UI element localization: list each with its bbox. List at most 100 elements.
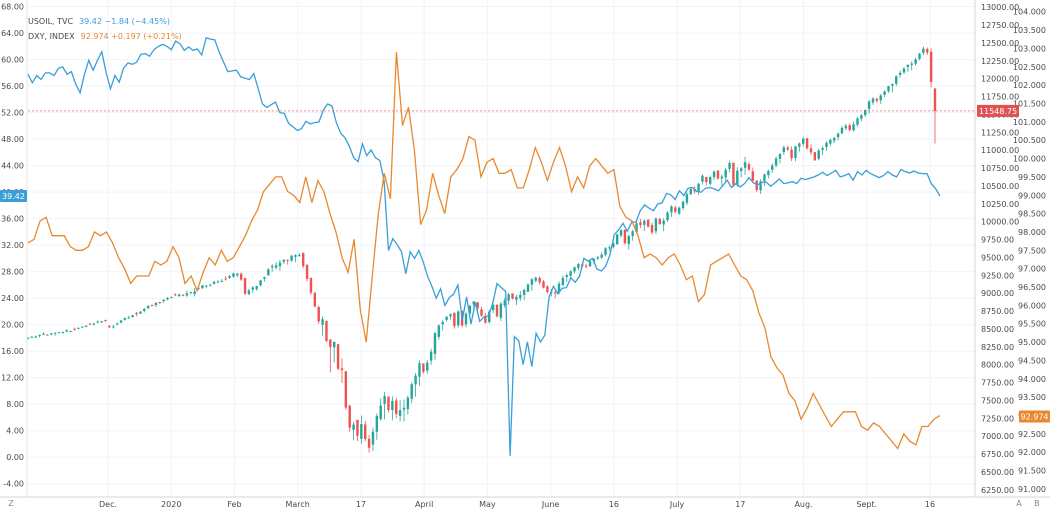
candle-body [705, 176, 708, 182]
nasdaq-tick-label: 11000.00 [981, 146, 1019, 155]
left-tick-label: 44.00 [1, 162, 24, 171]
candle-body [689, 189, 693, 195]
candle-body [848, 125, 851, 131]
candle-body [189, 291, 192, 293]
candle-body [573, 267, 576, 272]
dxy-tick-label: 98.000 [1018, 228, 1046, 237]
candle-body [251, 287, 255, 290]
candle-body [174, 294, 177, 296]
candle-body [759, 181, 762, 191]
candle-body [736, 170, 739, 185]
x-tick-label: Dec. [99, 500, 117, 509]
candle-body [344, 371, 348, 408]
candle-body [522, 289, 526, 295]
candle-body [608, 247, 611, 249]
badge-nasdaq [977, 104, 1019, 117]
candle-body [468, 305, 472, 314]
candle-body [34, 336, 37, 338]
candle-body [879, 95, 882, 101]
right-axis-scale-button[interactable]: B [1034, 499, 1040, 508]
candle-body [809, 148, 813, 153]
candle-body [69, 330, 72, 332]
legend-entry-dxy[interactable]: DXY, INDEX 92.974 +0.197 (+0.21%) [28, 29, 182, 44]
candle-body [534, 277, 537, 281]
candle-body [577, 264, 580, 268]
candle-body [445, 316, 448, 320]
candle-body [181, 294, 185, 296]
candle-body [383, 396, 386, 404]
candle-body [100, 321, 103, 323]
legend-entry-usoil[interactable]: USOIL, TVC 39.42 −1.84 (−4.45%) [28, 14, 182, 29]
dxy-tick-label: 103.500 [1013, 26, 1046, 35]
nasdaq-tick-label: 9750.00 [981, 236, 1014, 245]
candle-body [278, 262, 282, 267]
dxy-tick-label: 97.000 [1018, 265, 1046, 274]
candle-body [88, 323, 92, 325]
candle-body [108, 325, 111, 328]
candle-body [84, 325, 88, 327]
candle-body [829, 139, 832, 144]
grid-lines [28, 0, 975, 497]
candle-body [426, 362, 429, 371]
right-axis-dxy[interactable]: 104.000 103.500 103.000 102.500 102.000 101.5… [1013, 8, 1046, 494]
candle-body [321, 319, 324, 325]
auto-scale-button[interactable]: A [1016, 499, 1022, 508]
dxy-tick-label: 99.500 [1018, 173, 1046, 182]
candle-body [918, 53, 921, 59]
x-tick-label: 16 [925, 500, 935, 509]
dxy-tick-label: 104.000 [1013, 8, 1046, 17]
candle-body [646, 219, 650, 227]
candle-body [538, 277, 541, 283]
candle-body [902, 68, 906, 73]
candle-body [228, 276, 231, 278]
candle-body [104, 319, 107, 321]
candle-body [290, 255, 293, 261]
candle-body [236, 273, 239, 276]
legend-usoil-values: 39.42 −1.84 (−4.45%) [79, 17, 170, 26]
left-tick-label: 20.00 [1, 321, 24, 330]
candle-body [643, 220, 646, 225]
nasdaq-tick-label: 8250.00 [981, 343, 1014, 352]
right-axis-nasdaq[interactable]: 13000.00 12750.00 12500.00 12250.00 12000.00… [981, 3, 1019, 495]
candle-body [437, 325, 441, 337]
x-tick-label: 16 [609, 500, 619, 509]
candle-body [743, 162, 747, 168]
candle-body [433, 333, 437, 354]
candle-body [767, 171, 770, 176]
candle-body [891, 83, 894, 86]
dxy-tick-label: 98.500 [1018, 210, 1046, 219]
candle-body [553, 292, 557, 294]
candle-body [511, 293, 514, 299]
candle-body [309, 277, 313, 293]
left-axis-scale-button[interactable]: Z [8, 499, 14, 508]
candle-body [600, 254, 603, 258]
candle-body [232, 273, 235, 277]
nasdaq-tick-label: 8750.00 [981, 307, 1014, 316]
left-tick-label: 36.00 [1, 215, 24, 224]
candle-body [301, 252, 305, 267]
candle-body [499, 303, 503, 318]
left-tick-label: 0.00 [6, 453, 24, 462]
candle-body [158, 301, 161, 304]
nasdaq-tick-label: 12750.00 [981, 21, 1019, 30]
nasdaq-tick-label: 10000.00 [981, 218, 1019, 227]
candle-body [751, 171, 755, 181]
x-axis[interactable]: Dec. 2020 Feb March 17 April May June 16 July 17 Au… [99, 500, 935, 509]
candle-body [883, 91, 886, 95]
nasdaq-tick-label: 12500.00 [981, 39, 1019, 48]
candle-body [658, 219, 662, 224]
left-tick-label: 24.00 [1, 294, 24, 303]
candle-body [127, 317, 130, 319]
x-tick-label: 17 [735, 500, 745, 509]
candle-body [418, 363, 421, 377]
candle-body [515, 296, 518, 300]
nasdaq-tick-label: 6750.00 [981, 450, 1014, 459]
x-tick-label: April [415, 500, 433, 509]
candle-body [763, 174, 766, 181]
dxy-tick-label: 92.500 [1018, 430, 1046, 439]
candle-body [639, 222, 642, 225]
candle-body [449, 314, 452, 317]
candle-body [631, 231, 634, 237]
candle-body [391, 400, 394, 410]
